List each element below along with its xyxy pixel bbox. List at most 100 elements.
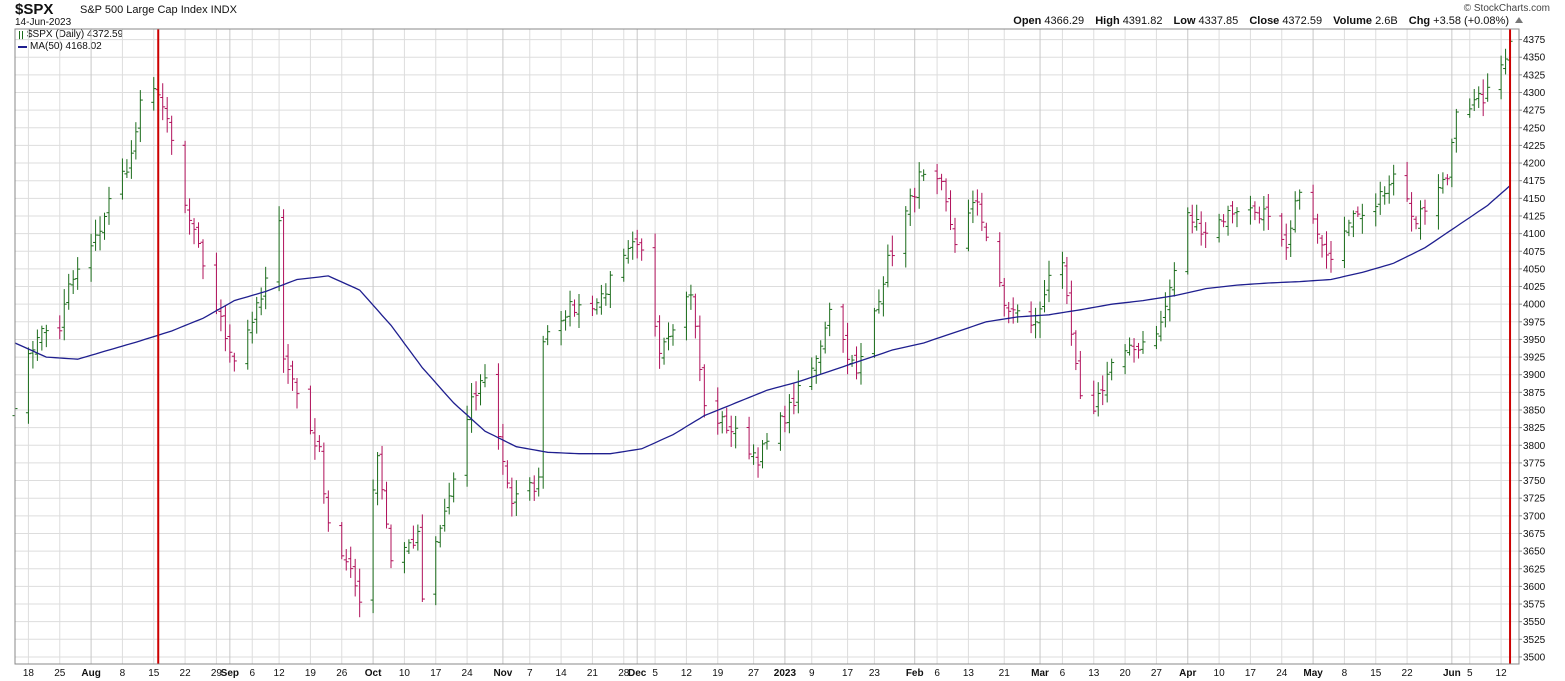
price-bar	[1221, 214, 1227, 228]
price-bar	[1435, 174, 1441, 230]
price-bar	[419, 514, 425, 603]
stockcharts-watermark: © StockCharts.com	[1463, 3, 1550, 14]
y-tick-label: 3725	[1523, 494, 1546, 505]
price-bar	[1006, 301, 1012, 324]
price-bar	[388, 524, 394, 569]
price-bar	[437, 524, 443, 548]
price-bar	[312, 418, 318, 460]
y-tick-label: 4300	[1523, 88, 1546, 99]
high-value: 4391.82	[1122, 15, 1163, 27]
x-tick-label: 21	[587, 668, 599, 679]
price-bar	[263, 266, 269, 310]
low-label: Low	[1173, 15, 1196, 27]
x-tick-label: 12	[1496, 668, 1508, 679]
price-bar	[594, 298, 600, 315]
price-bar	[469, 382, 475, 433]
price-bar	[245, 319, 251, 370]
ma-line-icon	[18, 46, 27, 48]
price-bar	[102, 212, 108, 240]
x-tick-label: 22	[1402, 668, 1414, 679]
price-bar	[652, 233, 658, 337]
price-bar	[196, 222, 202, 248]
price-bar	[1068, 280, 1074, 346]
price-bar	[39, 325, 45, 351]
price-bar	[406, 539, 412, 554]
price-bar	[719, 411, 725, 434]
price-bar	[1198, 211, 1204, 246]
price-bar	[410, 525, 416, 549]
price-bar	[997, 232, 1003, 287]
price-bar	[876, 289, 882, 314]
x-tick-label: Sep	[221, 668, 239, 679]
price-bar	[970, 190, 976, 224]
price-bar	[572, 299, 578, 317]
price-bar	[1310, 184, 1316, 224]
price-bar	[1404, 161, 1410, 202]
y-tick-label: 3625	[1523, 564, 1546, 575]
y-tick-label: 4050	[1523, 264, 1546, 275]
price-bar	[974, 189, 980, 216]
x-tick-label: 6	[1060, 668, 1066, 679]
price-bar	[191, 218, 197, 245]
price-bar	[1319, 234, 1325, 258]
low-value: 4337.85	[1198, 15, 1239, 27]
price-bar	[133, 122, 139, 160]
chg-label: Chg	[1408, 15, 1431, 27]
x-tick-label: 24	[1276, 668, 1288, 679]
price-bar	[1234, 207, 1240, 228]
x-tick-label: 8	[120, 668, 126, 679]
ma-50-line	[14, 185, 1511, 455]
y-tick-label: 3525	[1523, 635, 1546, 646]
y-tick-label: 4225	[1523, 141, 1546, 152]
price-bar	[1136, 342, 1142, 359]
price-bar	[1046, 260, 1052, 303]
price-bar	[760, 440, 766, 469]
x-tick-label: 6	[249, 668, 255, 679]
y-tick-label: 3650	[1523, 547, 1546, 558]
price-bar	[34, 329, 40, 361]
price-bar	[1073, 330, 1079, 371]
price-bar	[379, 445, 385, 500]
price-bar	[1261, 196, 1267, 231]
price-bar	[1247, 195, 1253, 225]
price-bar	[285, 344, 291, 384]
price-bar	[500, 423, 506, 475]
price-bar	[352, 558, 358, 597]
price-bar	[701, 364, 707, 418]
y-tick-label: 4025	[1523, 282, 1546, 293]
price-bar	[1010, 297, 1016, 324]
price-bar	[1382, 186, 1388, 205]
x-tick-label: 13	[1088, 668, 1100, 679]
price-bar	[1297, 189, 1303, 210]
price-bar	[290, 360, 296, 391]
price-bar	[1095, 382, 1101, 417]
x-tick-label: 20	[1120, 668, 1132, 679]
y-tick-label: 3700	[1523, 511, 1546, 522]
legend-ma-label: MA(50) 4168.02	[30, 41, 102, 52]
price-bar	[281, 209, 287, 373]
price-bar	[697, 315, 703, 382]
price-bar	[473, 381, 479, 411]
price-bar	[321, 442, 327, 504]
x-tick-label: Mar	[1031, 668, 1049, 679]
chart-symbol: $SPX	[15, 1, 54, 18]
price-bar	[733, 415, 739, 449]
price-bar	[200, 239, 206, 280]
x-tick-label: 15	[148, 668, 160, 679]
open-value: 4366.29	[1044, 15, 1085, 27]
x-tick-label: 13	[963, 668, 975, 679]
price-bar	[634, 229, 640, 259]
price-bar	[442, 498, 448, 532]
price-bar	[348, 546, 354, 578]
price-bar	[1256, 206, 1262, 224]
price-bar	[1042, 280, 1048, 313]
price-bar	[415, 524, 421, 551]
price-bar	[169, 115, 175, 155]
price-bar	[880, 276, 886, 317]
scroll-up-icon[interactable]	[1515, 17, 1523, 23]
y-tick-label: 3550	[1523, 617, 1546, 628]
y-tick-label: 4375	[1523, 35, 1546, 46]
price-bar	[1189, 204, 1195, 234]
price-bar	[1279, 213, 1285, 247]
